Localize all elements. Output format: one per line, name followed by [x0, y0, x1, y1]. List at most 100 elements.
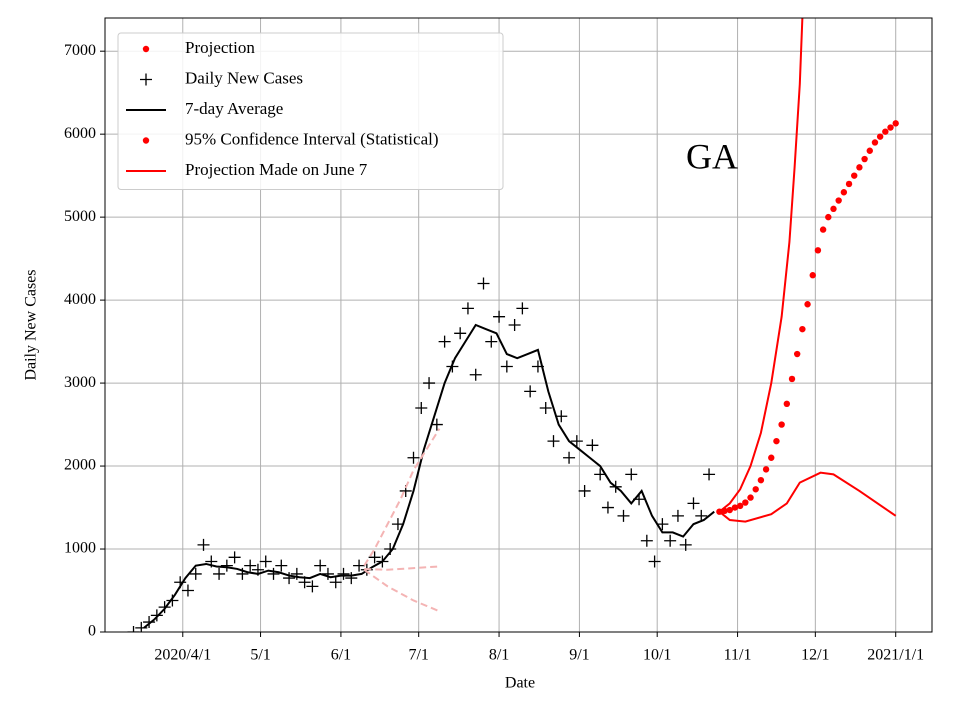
- point: [539, 401, 552, 414]
- point: [578, 484, 591, 497]
- point: [695, 509, 708, 522]
- point: [845, 180, 853, 188]
- point: [768, 454, 775, 461]
- point: [747, 494, 754, 501]
- point: [617, 509, 630, 522]
- point: [687, 497, 700, 510]
- point: [664, 534, 677, 547]
- point: [656, 518, 669, 531]
- point: [876, 133, 884, 140]
- point: [840, 189, 848, 196]
- point: [213, 567, 226, 580]
- point: [181, 584, 194, 597]
- point: [150, 609, 163, 622]
- point: [555, 410, 568, 423]
- point: [671, 509, 684, 522]
- point: [524, 385, 537, 398]
- point: [290, 567, 303, 580]
- legend-label: 95% Confidence Interval (Statistical): [185, 129, 439, 148]
- legend-box: [117, 32, 504, 190]
- point: [788, 375, 796, 383]
- point: [625, 468, 638, 481]
- point: [228, 551, 241, 564]
- point: [166, 594, 179, 607]
- x-axis-label: Date: [505, 675, 535, 692]
- y-axis-label: Daily New Cases: [23, 269, 40, 380]
- point: [804, 301, 811, 308]
- point: [244, 559, 257, 572]
- series-line: [363, 568, 440, 613]
- point: [757, 476, 765, 484]
- point: [477, 277, 490, 290]
- plot-frame: [104, 17, 933, 633]
- x-tick-label: 2020/4/1: [154, 647, 211, 664]
- point: [275, 559, 288, 572]
- x-tick-label: 8/1: [489, 647, 509, 664]
- y-tick-label: 5000: [64, 208, 96, 225]
- point: [438, 335, 451, 348]
- legend-label: Projection: [185, 38, 255, 57]
- point: [283, 572, 296, 585]
- x-tick-label: 6/1: [331, 647, 351, 664]
- point: [189, 567, 202, 580]
- point: [726, 506, 733, 514]
- point: [469, 368, 482, 381]
- series-line: [718, 471, 897, 523]
- point: [887, 124, 894, 131]
- point: [306, 580, 319, 593]
- point: [461, 302, 474, 315]
- point: [143, 616, 156, 629]
- point: [830, 205, 837, 213]
- point: [586, 439, 599, 452]
- point: [259, 555, 272, 568]
- point: [563, 451, 576, 464]
- point: [516, 302, 529, 315]
- point: [648, 555, 661, 568]
- point: [368, 551, 381, 564]
- x-tick-label: 5/1: [250, 647, 270, 664]
- point: [773, 437, 780, 445]
- point: [861, 155, 868, 163]
- legend-marker: [142, 137, 150, 144]
- point: [337, 567, 350, 580]
- point: [570, 435, 583, 448]
- point: [391, 518, 404, 531]
- legend-marker: [142, 45, 150, 53]
- y-tick-label: 7000: [64, 42, 96, 59]
- point: [423, 377, 436, 390]
- y-tick-label: 4000: [64, 291, 96, 308]
- point: [851, 172, 858, 179]
- point: [679, 538, 692, 551]
- point: [601, 501, 614, 514]
- point: [430, 418, 443, 431]
- x-tick-label: 7/1: [408, 647, 428, 664]
- y-tick-label: 0: [88, 623, 96, 640]
- legend-label: Daily New Cases: [185, 68, 303, 87]
- point: [809, 272, 816, 279]
- point: [778, 421, 785, 428]
- point: [267, 567, 280, 580]
- point: [819, 226, 827, 233]
- point: [454, 327, 467, 340]
- y-tick-label: 2000: [64, 457, 96, 474]
- point: [835, 197, 842, 204]
- point: [508, 319, 521, 331]
- point: [825, 213, 832, 221]
- point: [866, 147, 873, 154]
- point: [640, 534, 653, 547]
- legend-label: Projection Made on June 7: [185, 160, 368, 179]
- series-line: [143, 323, 715, 629]
- point: [500, 360, 513, 373]
- x-tick-label: 10/1: [643, 647, 671, 664]
- x-tick-label: 9/1: [569, 647, 589, 664]
- legend-marker: [140, 73, 152, 86]
- series-line: [364, 565, 440, 571]
- y-tick-label: 1000: [64, 540, 96, 557]
- point: [871, 139, 879, 146]
- y-tick-label: 6000: [64, 125, 96, 142]
- point: [220, 559, 233, 572]
- point: [783, 400, 791, 408]
- legend-label: 7-day Average: [185, 99, 283, 118]
- point: [314, 559, 327, 572]
